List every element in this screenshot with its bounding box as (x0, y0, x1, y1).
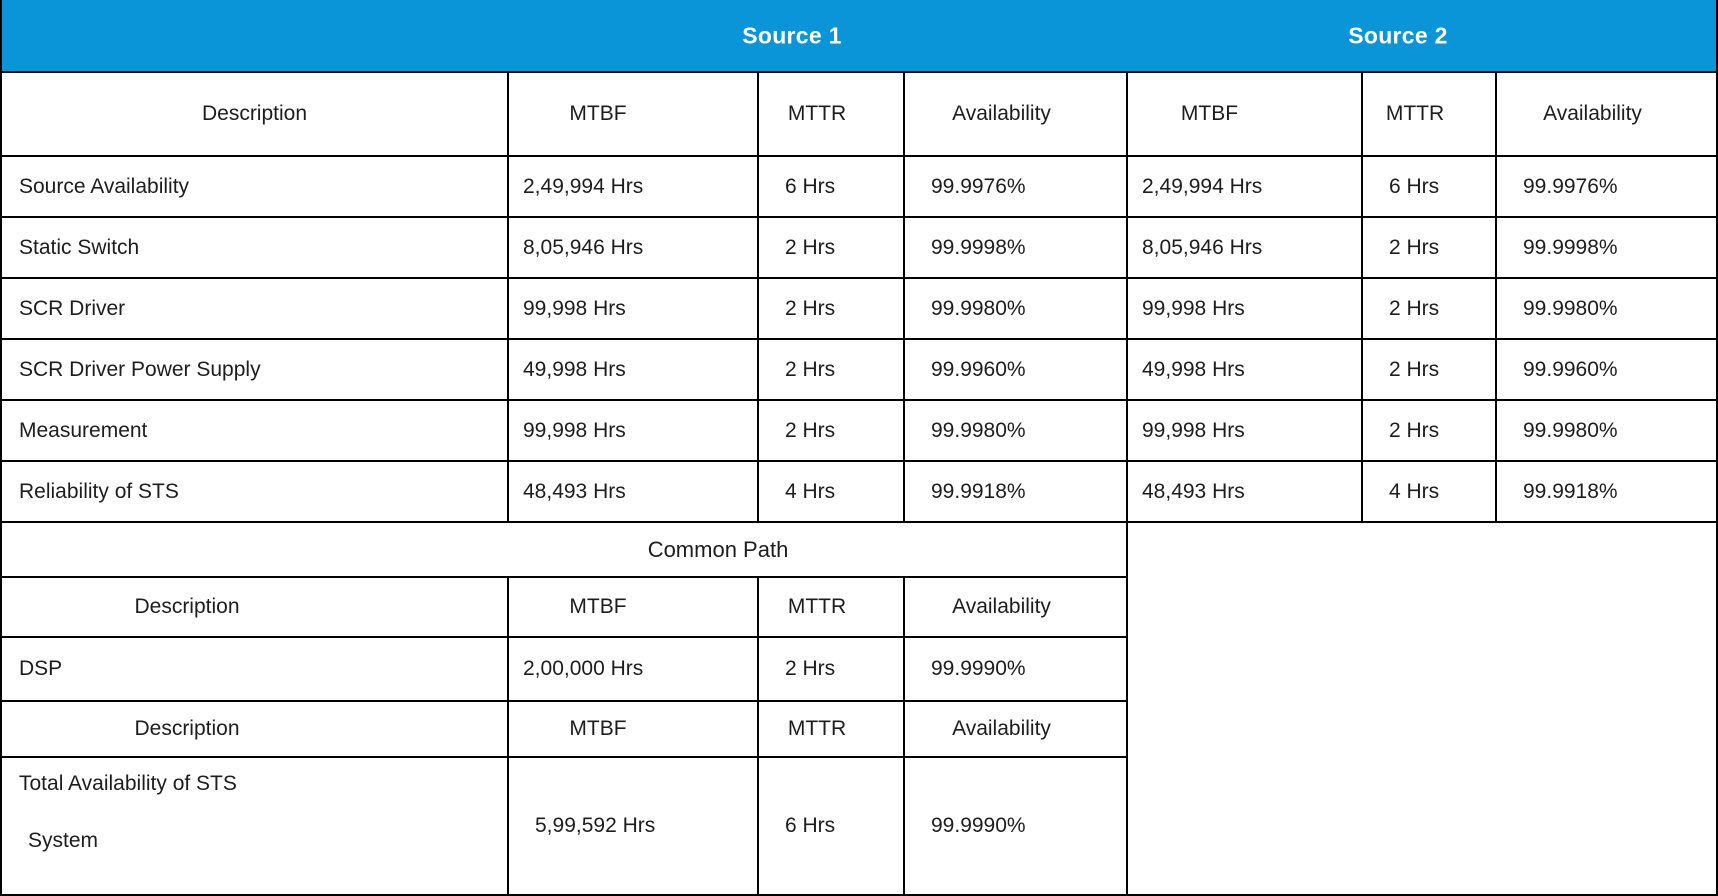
s1-mtbf-cell: 49,998 Hrs (509, 340, 757, 399)
common-path-header-mtbf: MTBF (509, 578, 757, 636)
s2-mttr-cell: 2 Hrs (1363, 340, 1495, 399)
col-header-s2-availability: Availability (1497, 73, 1716, 155)
s2-mttr-cell: 2 Hrs (1363, 218, 1495, 277)
s1-mtbf-cell: 48,493 Hrs (509, 462, 757, 521)
common-path-header-availability: Availability (905, 578, 1126, 636)
mtbf-cell: 2,00,000 Hrs (509, 638, 757, 700)
s1-mttr-cell: 2 Hrs (759, 340, 903, 399)
total-description-line2: System (28, 829, 99, 852)
s2-mtbf-cell: 99,998 Hrs (1128, 279, 1361, 338)
total-header-availability: Availability (905, 702, 1126, 756)
s1-mttr-cell: 2 Hrs (759, 401, 903, 460)
total-header-mtbf: MTBF (509, 702, 757, 756)
s1-availability-cell: 99.9960% (905, 340, 1126, 399)
col-header-s2-mtbf: MTBF (1128, 73, 1361, 155)
col-header-description: Description (2, 73, 507, 155)
description-cell: DSP (2, 638, 507, 700)
total-mttr-cell: 6 Hrs (759, 758, 903, 894)
mttr-cell: 2 Hrs (759, 638, 903, 700)
s1-mtbf-cell: 2,49,994 Hrs (509, 157, 757, 216)
description-cell: Measurement (2, 401, 507, 460)
s2-mttr-cell: 6 Hrs (1363, 157, 1495, 216)
s2-availability-cell: 99.9976% (1497, 157, 1716, 216)
s2-availability-cell: 99.9980% (1497, 279, 1716, 338)
empty-merged-cell (1128, 523, 1716, 894)
s2-mtbf-cell: 49,998 Hrs (1128, 340, 1361, 399)
s2-availability-cell: 99.9998% (1497, 218, 1716, 277)
s2-mttr-cell: 2 Hrs (1363, 401, 1495, 460)
total-description-cell: Total Availability of STS System (2, 758, 507, 894)
total-availability-cell: 99.9990% (905, 758, 1126, 894)
s1-availability-cell: 99.9976% (905, 157, 1126, 216)
col-header-s1-availability: Availability (905, 73, 1126, 155)
s1-availability-cell: 99.9980% (905, 279, 1126, 338)
common-path-header-description: Description (2, 578, 507, 636)
s2-availability-cell: 99.9960% (1497, 340, 1716, 399)
total-header-mttr: MTTR (759, 702, 903, 756)
common-path-header-mttr: MTTR (759, 578, 903, 636)
availability-cell: 99.9990% (905, 638, 1126, 700)
s2-mtbf-cell: 8,05,946 Hrs (1128, 218, 1361, 277)
source-header-band: Source 1 Source 2 (2, 0, 1716, 71)
description-cell: Source Availability (2, 157, 507, 216)
col-header-s2-mttr: MTTR (1363, 73, 1495, 155)
s2-availability-cell: 99.9980% (1497, 401, 1716, 460)
s2-mttr-cell: 4 Hrs (1363, 462, 1495, 521)
s1-availability-cell: 99.9980% (905, 401, 1126, 460)
s1-availability-cell: 99.9998% (905, 218, 1126, 277)
description-cell: SCR Driver Power Supply (2, 340, 507, 399)
s1-mttr-cell: 2 Hrs (759, 218, 903, 277)
col-header-s1-mtbf: MTBF (509, 73, 757, 155)
description-cell: Reliability of STS (2, 462, 507, 521)
s1-mtbf-cell: 99,998 Hrs (509, 279, 757, 338)
s2-mtbf-cell: 48,493 Hrs (1128, 462, 1361, 521)
col-header-s1-mttr: MTTR (759, 73, 903, 155)
description-cell: Static Switch (2, 218, 507, 277)
s2-mttr-cell: 2 Hrs (1363, 279, 1495, 338)
s2-mtbf-cell: 2,49,994 Hrs (1128, 157, 1361, 216)
common-path-section-title: Common Path (2, 523, 1126, 576)
source2-header-label: Source 2 (1348, 22, 1448, 48)
total-mtbf-cell: 5,99,592 Hrs (509, 758, 757, 894)
total-description-line1: Total Availability of STS (19, 772, 237, 795)
s1-mttr-cell: 2 Hrs (759, 279, 903, 338)
description-cell: SCR Driver (2, 279, 507, 338)
s1-mttr-cell: 6 Hrs (759, 157, 903, 216)
s1-availability-cell: 99.9918% (905, 462, 1126, 521)
s1-mtbf-cell: 99,998 Hrs (509, 401, 757, 460)
s1-mttr-cell: 4 Hrs (759, 462, 903, 521)
source1-header-label: Source 1 (742, 22, 842, 48)
s2-availability-cell: 99.9918% (1497, 462, 1716, 521)
s1-mtbf-cell: 8,05,946 Hrs (509, 218, 757, 277)
total-header-description: Description (2, 702, 507, 756)
s2-mtbf-cell: 99,998 Hrs (1128, 401, 1361, 460)
